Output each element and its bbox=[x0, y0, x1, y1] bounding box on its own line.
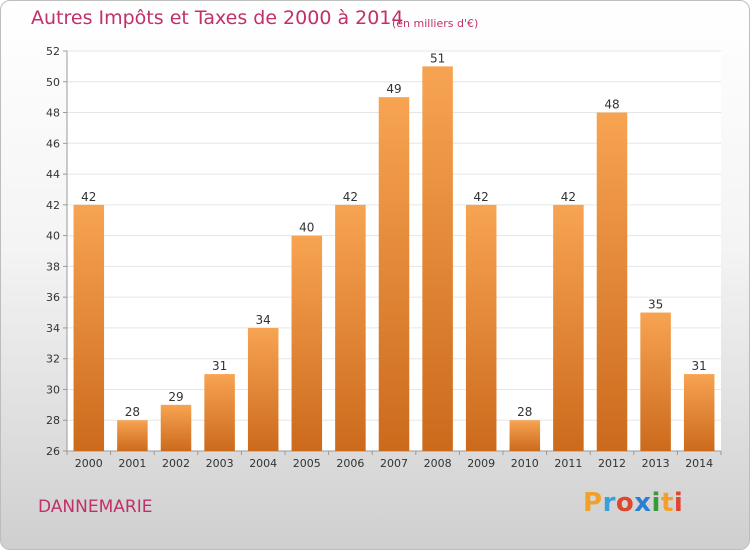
data-label: 28 bbox=[125, 405, 140, 419]
x-tick-label: 2009 bbox=[467, 457, 495, 470]
y-tick-label: 40 bbox=[46, 230, 60, 243]
bar bbox=[291, 235, 323, 451]
bar bbox=[204, 374, 235, 451]
data-label: 49 bbox=[386, 82, 401, 96]
bar bbox=[247, 327, 279, 451]
y-tick-label: 36 bbox=[46, 291, 60, 304]
data-label: 42 bbox=[81, 190, 96, 204]
x-tick-label: 2007 bbox=[380, 457, 408, 470]
x-tick-label: 2002 bbox=[162, 457, 190, 470]
y-tick-label: 50 bbox=[46, 76, 60, 89]
bar bbox=[378, 97, 410, 452]
data-label: 28 bbox=[517, 405, 532, 419]
bar bbox=[553, 204, 584, 451]
y-tick-label: 38 bbox=[46, 260, 60, 273]
x-tick-label: 2008 bbox=[424, 457, 452, 470]
data-label: 42 bbox=[343, 190, 358, 204]
logo-letter: r bbox=[602, 488, 616, 518]
y-tick-label: 34 bbox=[46, 322, 60, 335]
data-label: 35 bbox=[648, 298, 663, 312]
x-tick-label: 2001 bbox=[118, 457, 146, 470]
y-tick-label: 30 bbox=[46, 383, 60, 396]
logo-letter: i bbox=[673, 488, 684, 518]
x-tick-label: 2013 bbox=[642, 457, 670, 470]
bar bbox=[640, 312, 671, 451]
bar bbox=[683, 374, 715, 451]
bar bbox=[465, 204, 497, 451]
x-tick-label: 2005 bbox=[293, 457, 321, 470]
y-tick-label: 46 bbox=[46, 137, 60, 150]
x-tick-label: 2012 bbox=[598, 457, 626, 470]
data-label: 48 bbox=[604, 98, 619, 112]
logo-letter: P bbox=[583, 488, 603, 518]
x-tick-label: 2006 bbox=[336, 457, 364, 470]
y-tick-label: 42 bbox=[46, 199, 60, 212]
bar bbox=[335, 204, 366, 451]
data-label: 51 bbox=[430, 51, 445, 65]
commune-name: DANNEMARIE bbox=[38, 497, 153, 517]
bar bbox=[117, 420, 148, 451]
bar bbox=[509, 420, 541, 451]
chart-title: Autres Impôts et Taxes de 2000 à 2014 bbox=[31, 7, 404, 29]
logo-letter: o bbox=[615, 488, 635, 518]
logo-letter: t bbox=[660, 488, 674, 518]
y-tick-label: 44 bbox=[46, 168, 60, 181]
x-tick-label: 2004 bbox=[249, 457, 277, 470]
data-label: 31 bbox=[692, 359, 707, 373]
x-tick-label: 2003 bbox=[206, 457, 234, 470]
x-tick-label: 2010 bbox=[511, 457, 539, 470]
data-label: 29 bbox=[168, 390, 183, 404]
proxiti-logo: Proxiti bbox=[583, 488, 683, 518]
x-tick-label: 2014 bbox=[685, 457, 713, 470]
bar bbox=[596, 112, 628, 452]
y-tick-label: 52 bbox=[46, 45, 60, 58]
bar bbox=[160, 404, 192, 451]
y-tick-label: 28 bbox=[46, 414, 60, 427]
bar bbox=[73, 204, 105, 451]
logo-letter: x bbox=[634, 488, 652, 518]
data-label: 42 bbox=[474, 190, 489, 204]
y-tick-label: 48 bbox=[46, 107, 60, 120]
x-tick-label: 2011 bbox=[554, 457, 582, 470]
bar bbox=[422, 66, 453, 451]
data-label: 42 bbox=[561, 190, 576, 204]
data-label: 40 bbox=[299, 221, 314, 235]
data-label: 31 bbox=[212, 359, 227, 373]
x-tick-label: 2000 bbox=[75, 457, 103, 470]
y-tick-label: 32 bbox=[46, 353, 60, 366]
logo-letter: i bbox=[651, 488, 661, 518]
y-tick-label: 26 bbox=[46, 445, 60, 458]
data-label: 34 bbox=[256, 313, 271, 327]
chart-subtitle: (en milliers d'€) bbox=[392, 17, 479, 30]
